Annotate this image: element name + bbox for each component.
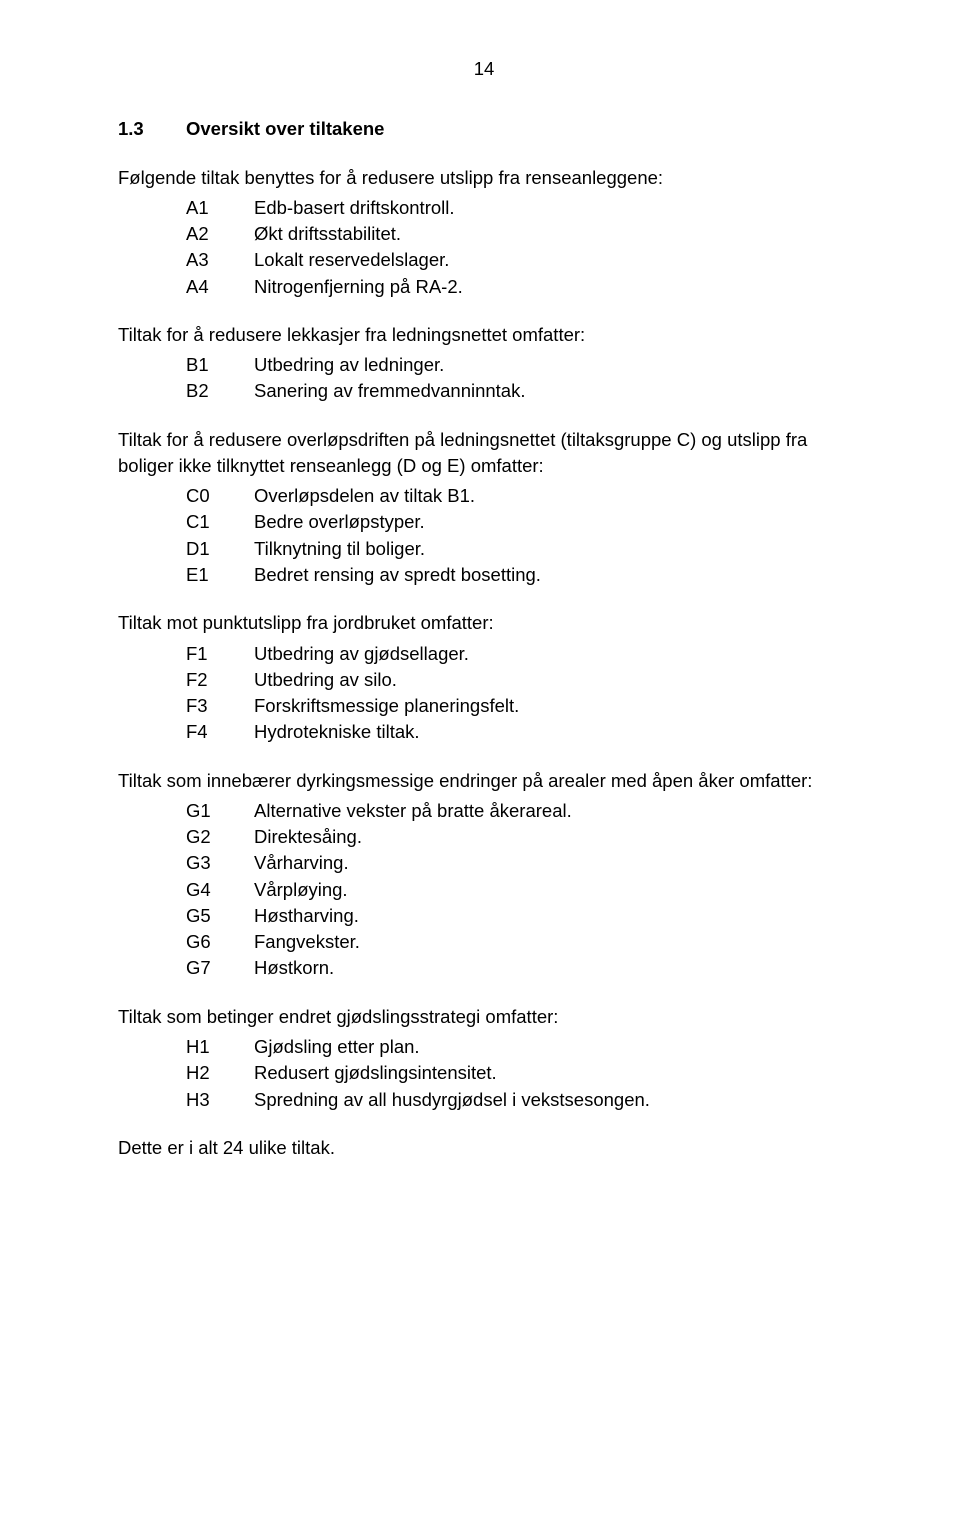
item-text: Spredning av all husdyrgjødsel i vekstse… <box>254 1087 850 1113</box>
list-item: G1Alternative vekster på bratte åkerarea… <box>118 798 850 824</box>
list-item: A3Lokalt reservedelslager. <box>118 247 850 273</box>
list-item: C0Overløpsdelen av tiltak B1. <box>118 483 850 509</box>
item-text: Utbedring av ledninger. <box>254 352 850 378</box>
item-code: F2 <box>118 667 254 693</box>
block-1-list: B1Utbedring av ledninger. B2Sanering av … <box>118 352 850 405</box>
item-code: C0 <box>118 483 254 509</box>
item-code: G1 <box>118 798 254 824</box>
block-5-intro: Tiltak som betinger endret gjødslingsstr… <box>118 1004 850 1030</box>
block-3: Tiltak mot punktutslipp fra jordbruket o… <box>118 610 850 745</box>
block-2: Tiltak for å redusere overløpsdriften på… <box>118 427 850 589</box>
item-code: F1 <box>118 641 254 667</box>
list-item: H2Redusert gjødslingsintensitet. <box>118 1060 850 1086</box>
item-text: Høstkorn. <box>254 955 850 981</box>
item-code: B2 <box>118 378 254 404</box>
list-item: G7Høstkorn. <box>118 955 850 981</box>
section-number: 1.3 <box>118 116 186 142</box>
block-2-intro: Tiltak for å redusere overløpsdriften på… <box>118 427 850 480</box>
list-item: F2Utbedring av silo. <box>118 667 850 693</box>
list-item: B2Sanering av fremmedvanninntak. <box>118 378 850 404</box>
list-item: F4Hydrotekniske tiltak. <box>118 719 850 745</box>
item-text: Hydrotekniske tiltak. <box>254 719 850 745</box>
item-code: F4 <box>118 719 254 745</box>
item-code: G5 <box>118 903 254 929</box>
block-5: Tiltak som betinger endret gjødslingsstr… <box>118 1004 850 1113</box>
list-item: D1Tilknytning til boliger. <box>118 536 850 562</box>
item-code: D1 <box>118 536 254 562</box>
block-4: Tiltak som innebærer dyrkingsmessige end… <box>118 768 850 982</box>
block-4-list: G1Alternative vekster på bratte åkerarea… <box>118 798 850 982</box>
item-text: Nitrogenfjerning på RA-2. <box>254 274 850 300</box>
item-text: Sanering av fremmedvanninntak. <box>254 378 850 404</box>
item-text: Gjødsling etter plan. <box>254 1034 850 1060</box>
block-1: Tiltak for å redusere lekkasjer fra ledn… <box>118 322 850 405</box>
item-text: Alternative vekster på bratte åkerareal. <box>254 798 850 824</box>
list-item: G6Fangvekster. <box>118 929 850 955</box>
item-text: Lokalt reservedelslager. <box>254 247 850 273</box>
item-code: G4 <box>118 877 254 903</box>
list-item: G5Høstharving. <box>118 903 850 929</box>
item-text: Edb-basert driftskontroll. <box>254 195 850 221</box>
block-2-list: C0Overløpsdelen av tiltak B1. C1Bedre ov… <box>118 483 850 588</box>
list-item: H3Spredning av all husdyrgjødsel i vekst… <box>118 1087 850 1113</box>
item-code: H1 <box>118 1034 254 1060</box>
list-item: G4Vårpløying. <box>118 877 850 903</box>
list-item: A4Nitrogenfjerning på RA-2. <box>118 274 850 300</box>
item-text: Bedre overløpstyper. <box>254 509 850 535</box>
block-1-intro: Tiltak for å redusere lekkasjer fra ledn… <box>118 322 850 348</box>
item-code: G3 <box>118 850 254 876</box>
section-title: Oversikt over tiltakene <box>186 118 384 139</box>
item-text: Vårpløying. <box>254 877 850 903</box>
item-text: Utbedring av silo. <box>254 667 850 693</box>
item-text: Fangvekster. <box>254 929 850 955</box>
list-item: H1Gjødsling etter plan. <box>118 1034 850 1060</box>
item-text: Utbedring av gjødsellager. <box>254 641 850 667</box>
item-code: H2 <box>118 1060 254 1086</box>
item-code: G2 <box>118 824 254 850</box>
item-text: Forskriftsmessige planeringsfelt. <box>254 693 850 719</box>
list-item: G2Direktesåing. <box>118 824 850 850</box>
item-code: A4 <box>118 274 254 300</box>
item-text: Direktesåing. <box>254 824 850 850</box>
list-item: A2Økt driftsstabilitet. <box>118 221 850 247</box>
item-text: Vårharving. <box>254 850 850 876</box>
block-0: Følgende tiltak benyttes for å redusere … <box>118 165 850 300</box>
block-0-list: A1Edb-basert driftskontroll. A2Økt drift… <box>118 195 850 300</box>
item-code: G7 <box>118 955 254 981</box>
section-header: 1.3Oversikt over tiltakene <box>118 116 850 142</box>
block-0-intro: Følgende tiltak benyttes for å redusere … <box>118 165 850 191</box>
block-3-list: F1Utbedring av gjødsellager. F2Utbedring… <box>118 641 850 746</box>
item-text: Overløpsdelen av tiltak B1. <box>254 483 850 509</box>
list-item: F3Forskriftsmessige planeringsfelt. <box>118 693 850 719</box>
item-code: G6 <box>118 929 254 955</box>
block-3-intro: Tiltak mot punktutslipp fra jordbruket o… <box>118 610 850 636</box>
item-code: A3 <box>118 247 254 273</box>
list-item: B1Utbedring av ledninger. <box>118 352 850 378</box>
item-text: Bedret rensing av spredt bosetting. <box>254 562 850 588</box>
item-code: H3 <box>118 1087 254 1113</box>
final-line: Dette er i alt 24 ulike tiltak. <box>118 1135 850 1161</box>
item-text: Redusert gjødslingsintensitet. <box>254 1060 850 1086</box>
list-item: F1Utbedring av gjødsellager. <box>118 641 850 667</box>
page-number: 14 <box>118 56 850 82</box>
block-5-list: H1Gjødsling etter plan. H2Redusert gjøds… <box>118 1034 850 1113</box>
item-code: C1 <box>118 509 254 535</box>
item-code: B1 <box>118 352 254 378</box>
item-code: A2 <box>118 221 254 247</box>
item-code: E1 <box>118 562 254 588</box>
list-item: C1Bedre overløpstyper. <box>118 509 850 535</box>
item-text: Høstharving. <box>254 903 850 929</box>
list-item: A1Edb-basert driftskontroll. <box>118 195 850 221</box>
item-code: F3 <box>118 693 254 719</box>
list-item: E1Bedret rensing av spredt bosetting. <box>118 562 850 588</box>
item-code: A1 <box>118 195 254 221</box>
item-text: Tilknytning til boliger. <box>254 536 850 562</box>
item-text: Økt driftsstabilitet. <box>254 221 850 247</box>
block-4-intro: Tiltak som innebærer dyrkingsmessige end… <box>118 768 850 794</box>
list-item: G3Vårharving. <box>118 850 850 876</box>
